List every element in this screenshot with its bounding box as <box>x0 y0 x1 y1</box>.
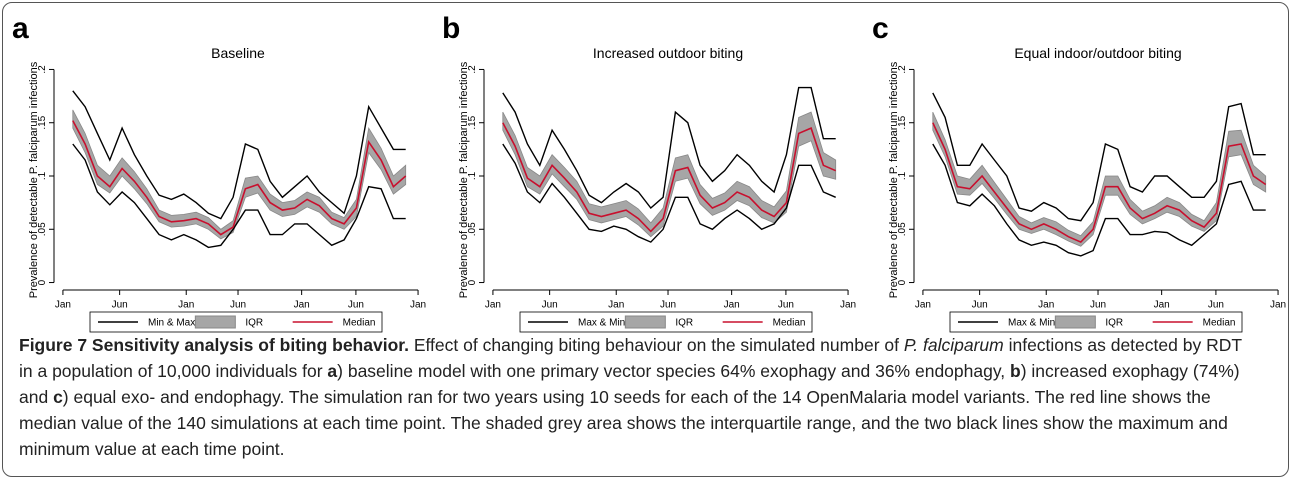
legend-label: Max & Min <box>578 318 625 329</box>
range-line <box>932 143 1266 257</box>
y-tick-label: .1 <box>467 171 478 180</box>
panel-label: a <box>12 12 29 45</box>
caption-text: ) baseline model with one primary vector… <box>337 361 1011 381</box>
x-tick-label: Jun <box>660 300 676 311</box>
x-tick-label: Jun <box>1208 300 1224 311</box>
caption-text: Effect of changing biting behaviour on t… <box>413 335 904 355</box>
y-tick-label: .15 <box>37 115 48 129</box>
x-tick-label: Jan <box>1038 300 1054 311</box>
y-tick-label: 0 <box>37 279 48 285</box>
iqr-band <box>932 111 1267 247</box>
iqr-band <box>72 109 407 240</box>
caption-text: infections as detected by RDT in a popul… <box>19 335 1242 381</box>
y-tick-label: .05 <box>467 222 478 236</box>
y-tick-label: .15 <box>467 115 478 129</box>
y-tick-label: .2 <box>897 65 908 74</box>
x-tick-label: Jun <box>972 300 988 311</box>
legend-label: Min & Max <box>148 318 195 329</box>
x-tick-label: Jun <box>112 300 128 311</box>
caption-text: P. falciparum <box>903 335 1004 355</box>
x-tick-label: Jan <box>915 300 931 311</box>
legend-box <box>949 311 1243 333</box>
x-tick-label: Jan <box>55 300 71 311</box>
x-tick-label: Jun <box>348 300 364 311</box>
legend-box <box>519 311 813 333</box>
x-tick-label: Jun <box>230 300 246 311</box>
legend-box <box>89 311 383 333</box>
y-tick-label: 0 <box>467 279 478 285</box>
chart-panel: c Equal indoor/outdoor biting Prevalence o… <box>872 12 1286 333</box>
panel-label: c <box>872 12 889 45</box>
legend-label: Median <box>343 318 376 329</box>
y-tick-label: .15 <box>897 115 908 129</box>
chart-title: Baseline <box>211 45 265 61</box>
y-axis-label: Prevalence of detectable P. falciparum i… <box>458 61 470 298</box>
x-tick-label: Jan <box>724 300 740 311</box>
caption-title: Figure 7 Sensitivity analysis of biting … <box>19 335 409 355</box>
chart-title: Increased outdoor biting <box>593 45 743 61</box>
chart-panel: b Increased outdoor biting Prevalence of d… <box>442 12 856 333</box>
legend-label: Max & Min <box>1008 318 1055 329</box>
x-tick-label: Jun <box>1090 300 1106 311</box>
y-tick-label: .2 <box>37 65 48 74</box>
y-tick-label: .1 <box>897 171 908 180</box>
x-tick-label: Jan <box>294 300 310 311</box>
caption-text: ) increased exophagy (74%) and <box>19 361 1240 407</box>
y-tick-label: .1 <box>37 171 48 180</box>
iqr-band <box>502 111 837 238</box>
median-line <box>502 122 837 233</box>
chart-title: Equal indoor/outdoor biting <box>1014 45 1181 61</box>
legend-swatch <box>1054 315 1096 329</box>
caption-text: b <box>1010 361 1021 381</box>
x-tick-label: Jan <box>1270 300 1286 311</box>
median-line <box>932 122 1267 244</box>
caption: Figure 7 Sensitivity analysis of biting … <box>19 332 1259 462</box>
x-tick-label: Jun <box>778 300 794 311</box>
range-line <box>72 90 406 220</box>
legend-label: Median <box>1203 318 1236 329</box>
y-axis-label: Prevalence of detectable P. falciparum i… <box>888 61 900 298</box>
x-tick-label: Jan <box>485 300 501 311</box>
legend-label: IQR <box>675 318 693 329</box>
y-axis-label: Prevalence of detectable P. falciparum i… <box>28 61 40 298</box>
range-line <box>932 92 1266 222</box>
caption-text: ) equal exo- and endophagy. The simulati… <box>19 387 1228 459</box>
caption-text: a <box>327 361 338 381</box>
legend-label: IQR <box>245 318 263 329</box>
y-tick-label: .2 <box>467 65 478 74</box>
legend-swatch <box>624 315 666 329</box>
y-tick-label: .05 <box>37 222 48 236</box>
y-tick-label: .05 <box>897 222 908 236</box>
x-tick-label: Jan <box>1154 300 1170 311</box>
x-tick-label: Jan <box>840 300 856 311</box>
x-tick-label: Jan <box>608 300 624 311</box>
chart-panel: a Baseline Prevalence of detectable P. fal… <box>12 12 426 333</box>
median-line <box>72 120 407 236</box>
range-line <box>502 143 836 243</box>
caption-text: c <box>53 387 63 407</box>
range-line <box>502 86 836 210</box>
legend-label: IQR <box>1105 318 1123 329</box>
x-tick-label: Jan <box>410 300 426 311</box>
range-line <box>72 143 406 249</box>
x-tick-label: Jan <box>178 300 194 311</box>
panel-label: b <box>442 12 460 45</box>
y-tick-label: 0 <box>897 279 908 285</box>
legend-label: Median <box>773 318 806 329</box>
legend-swatch <box>194 315 236 329</box>
x-tick-label: Jun <box>542 300 558 311</box>
